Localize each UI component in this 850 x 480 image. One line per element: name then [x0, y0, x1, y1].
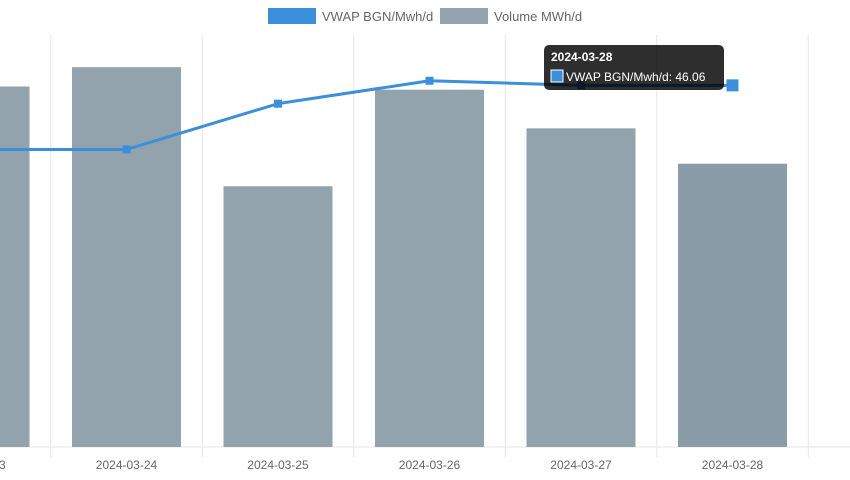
volume-bar[interactable] — [0, 86, 30, 448]
legend-item-vwap[interactable]: VWAP BGN/Mwh/d — [268, 8, 433, 24]
legend-item-volume[interactable]: Volume MWh/d — [440, 8, 582, 24]
x-tick-label: 2024-03-28 — [702, 458, 764, 472]
tooltip-box — [544, 45, 724, 90]
tooltip-label: VWAP BGN/Mwh/d: 46.06 — [566, 70, 706, 84]
volume-bar[interactable] — [223, 186, 333, 447]
volume-bar[interactable] — [72, 67, 181, 447]
volume-bar[interactable] — [375, 89, 484, 447]
vwap-point[interactable] — [425, 76, 434, 85]
legend-swatch-vwap — [268, 8, 316, 24]
x-tick-label: 2024-03-24 — [96, 458, 158, 472]
volume-bar[interactable] — [678, 163, 787, 447]
vwap-point[interactable] — [274, 99, 282, 108]
x-tick-label: 2024-03-27 — [550, 458, 612, 472]
x-tick-label: 2024-03-23 — [0, 458, 6, 472]
bars — [0, 67, 787, 447]
legend-label-volume: Volume MWh/d — [494, 9, 582, 24]
tooltip-title: 2024-03-28 — [551, 50, 613, 64]
x-tick-label: 2024-03-25 — [247, 458, 309, 472]
x-axis: 2024-03-23 2024-03-24 2024-03-25 2024-03-26… — [0, 458, 764, 472]
volume-bar[interactable] — [526, 128, 636, 447]
tooltip: 2024-03-28 VWAP BGN/Mwh/d: 46.06 — [544, 45, 724, 90]
vwap-point[interactable] — [122, 145, 131, 154]
vwap-point[interactable] — [726, 79, 739, 92]
legend-label-vwap: VWAP BGN/Mwh/d — [322, 9, 433, 24]
x-tick-label: 2024-03-26 — [399, 458, 461, 472]
legend: VWAP BGN/Mwh/d Volume MWh/d — [268, 8, 582, 24]
tooltip-swatch — [550, 69, 564, 83]
legend-swatch-volume — [440, 8, 488, 24]
